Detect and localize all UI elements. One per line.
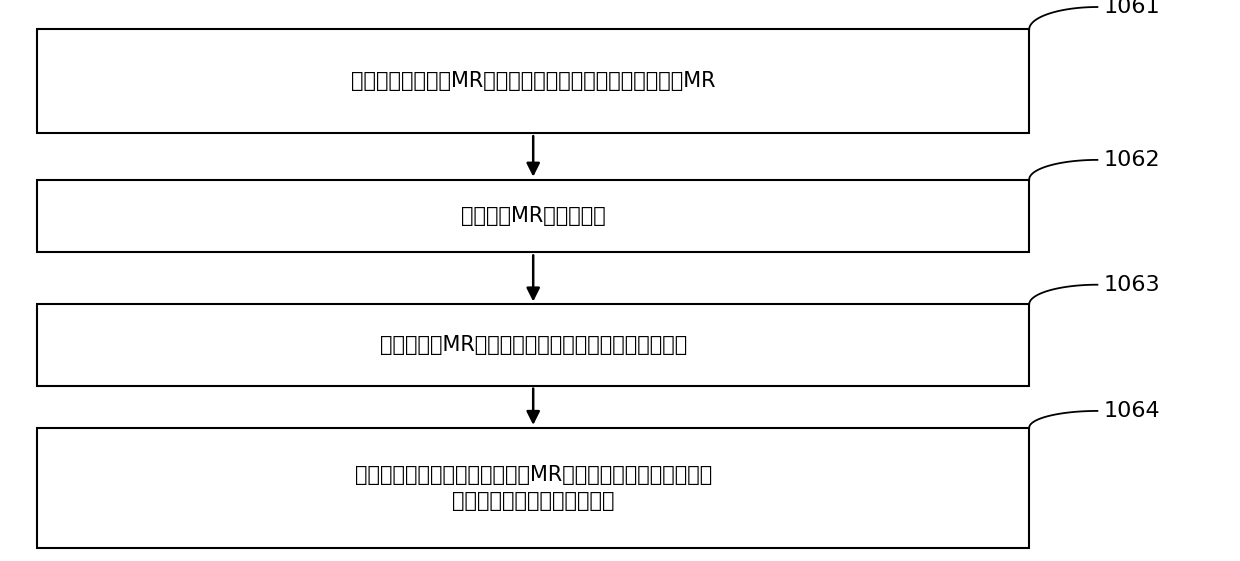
Text: 1063: 1063: [1104, 275, 1161, 295]
FancyBboxPatch shape: [37, 29, 1029, 134]
Text: 将栅格的主覆盖小区包括的有效MR对应的用户的数量确定为栅
格的主覆盖小区的有效用户数: 将栅格的主覆盖小区包括的有效MR对应的用户的数量确定为栅 格的主覆盖小区的有效用…: [355, 465, 712, 511]
FancyBboxPatch shape: [37, 304, 1029, 386]
Text: 计算与栅格匹配的MR中接收信号电平大于预设门限的有效MR: 计算与栅格匹配的MR中接收信号电平大于预设门限的有效MR: [351, 71, 715, 91]
Text: 确定有效MR所属的小区: 确定有效MR所属的小区: [461, 206, 605, 226]
Text: 1064: 1064: [1104, 401, 1161, 421]
Text: 1061: 1061: [1104, 0, 1161, 17]
FancyBboxPatch shape: [37, 428, 1029, 549]
Text: 将包括有效MR数量最多的小区作为栅格的主覆盖小区: 将包括有效MR数量最多的小区作为栅格的主覆盖小区: [379, 335, 687, 355]
Text: 1062: 1062: [1104, 150, 1161, 170]
FancyBboxPatch shape: [37, 180, 1029, 252]
